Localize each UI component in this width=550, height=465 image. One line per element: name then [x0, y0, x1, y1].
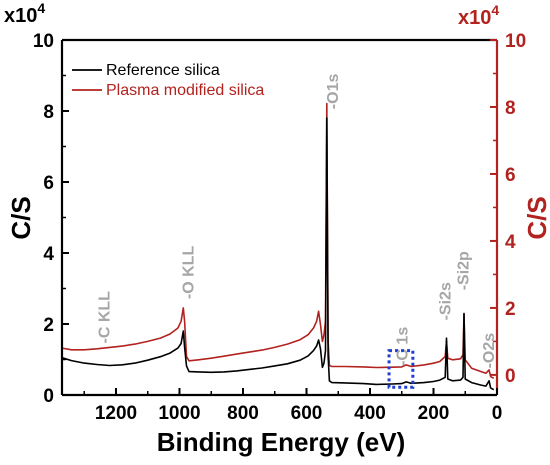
- x-tick-label: 600: [291, 403, 323, 424]
- y-tick-label-left: 0: [43, 386, 54, 407]
- y-tick-label-right: 4: [505, 232, 516, 253]
- legend-label-plasma: Plasma modified silica: [106, 82, 264, 99]
- peak-label: -C KLL: [96, 291, 113, 344]
- peak-label: -O2s: [481, 333, 498, 369]
- peak-label: -O KLL: [180, 246, 197, 300]
- left-multiplier: x104: [4, 0, 45, 27]
- y-tick-label-right: 10: [505, 31, 526, 52]
- x-tick-label: 1200: [95, 403, 137, 424]
- y-axis-title-right: C/S: [522, 196, 550, 239]
- annotation-layer: -C KLL -O KLL -O1s -C 1s -Si2s-Si2p -O2s: [96, 74, 498, 389]
- peak-label: -C 1s: [395, 327, 412, 366]
- x-axis-title: Binding Energy (eV): [157, 427, 405, 457]
- right-multiplier: x104: [458, 2, 499, 29]
- x-tick-label: 1000: [158, 403, 200, 424]
- y-tick-label-right: 0: [505, 366, 516, 387]
- legend: Reference silica Plasma modified silica: [72, 62, 264, 99]
- y-tick-label-left: 10: [33, 31, 54, 52]
- y-tick-label-left: 8: [43, 102, 54, 123]
- peak-label: -Si2p: [456, 251, 473, 290]
- peak-label: -O1s: [325, 74, 342, 110]
- y-axis-title-left: C/S: [6, 196, 36, 239]
- peak-label: -Si2s: [438, 282, 455, 320]
- legend-label-reference: Reference silica: [106, 62, 220, 79]
- y-tick-label-right: 2: [505, 299, 516, 320]
- series-reference-line: [61, 117, 495, 391]
- series-plasma-line: [61, 102, 495, 380]
- x-tick-label: 800: [227, 403, 259, 424]
- x-tick-label: 400: [354, 403, 386, 424]
- y-tick-label-right: 6: [505, 165, 516, 186]
- c1s-highlight-box: [387, 349, 415, 389]
- y-tick-label-left: 6: [43, 173, 54, 194]
- series-layer: [61, 102, 495, 391]
- y-tick-label-left: 4: [43, 244, 54, 265]
- y-tick-label-left: 2: [43, 315, 54, 336]
- x-tick-label: 0: [492, 403, 503, 424]
- y-tick-label-right: 8: [505, 98, 516, 119]
- x-tick-label: 200: [418, 403, 450, 424]
